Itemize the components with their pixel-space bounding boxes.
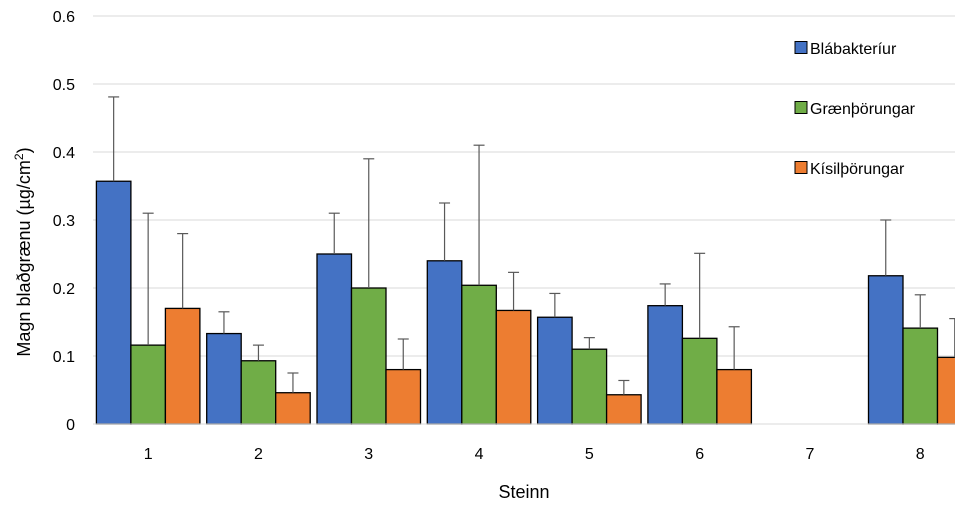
- x-axis-ticks: 1 2 3 4 5 6 7 8: [144, 446, 925, 463]
- x-tick-label: 8: [916, 446, 925, 463]
- bar: [647, 305, 684, 425]
- y-tick-label: 0.3: [53, 213, 75, 230]
- bar: [350, 287, 387, 425]
- bars: [95, 180, 955, 425]
- x-tick-label: 5: [585, 446, 594, 463]
- bar: [95, 180, 132, 425]
- legend-swatch: [794, 161, 808, 174]
- legend-swatch: [794, 41, 808, 54]
- y-axis-title-superscript: 2: [12, 153, 26, 160]
- x-tick-label: 4: [475, 446, 484, 463]
- gridlines: [93, 15, 955, 357]
- bar: [716, 368, 753, 425]
- bar: [536, 316, 573, 425]
- y-tick-label: 0: [66, 417, 75, 434]
- y-tick-label: 0.1: [53, 349, 75, 366]
- y-axis-title-end: ): [14, 147, 34, 153]
- bar: [571, 348, 608, 425]
- bar: [936, 356, 955, 425]
- legend-label: Grænþörungar: [810, 101, 916, 118]
- y-axis-title: Magn blaðgrænu (µg/cm2): [12, 147, 34, 356]
- y-tick-label: 0.5: [53, 77, 75, 94]
- bar: [385, 368, 422, 425]
- bar: [495, 309, 532, 425]
- bar: [316, 253, 353, 425]
- legend-label: Blábakteríur: [810, 41, 897, 58]
- legend: Blábakteríur Grænþörungar Kísilþörungar: [794, 41, 916, 178]
- bar: [426, 260, 463, 425]
- y-tick-label: 0.6: [53, 9, 75, 26]
- x-tick-label: 1: [144, 446, 153, 463]
- x-tick-label: 7: [805, 446, 814, 463]
- bar: [275, 392, 311, 425]
- x-tick-label: 3: [364, 446, 373, 463]
- bar: [605, 394, 642, 425]
- bar: [206, 332, 242, 425]
- y-axis-title-main: Magn blaðgrænu (µg/cm: [14, 160, 34, 356]
- bar: [902, 327, 939, 425]
- x-tick-label: 6: [695, 446, 704, 463]
- bar: [867, 275, 904, 425]
- x-tick-label: 2: [254, 446, 263, 463]
- y-tick-label: 0.2: [53, 281, 75, 298]
- bar: [240, 360, 277, 425]
- y-tick-label: 0.4: [53, 145, 75, 162]
- bar: [130, 344, 167, 425]
- x-axis-title: Steinn: [498, 482, 549, 502]
- legend-swatch: [794, 101, 808, 114]
- legend-label: Kísilþörungar: [810, 161, 905, 178]
- bar: [461, 284, 497, 425]
- y-axis-ticks: 0 0.1 0.2 0.3 0.4 0.5 0.6: [53, 9, 75, 434]
- bar: [681, 337, 718, 425]
- bar: [164, 307, 201, 425]
